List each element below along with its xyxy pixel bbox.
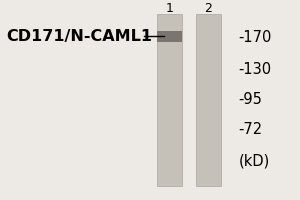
Bar xyxy=(157,14,182,186)
Bar xyxy=(157,31,182,42)
Text: 2: 2 xyxy=(205,2,212,16)
Text: -72: -72 xyxy=(238,121,262,136)
Text: -130: -130 xyxy=(238,62,272,76)
Text: -95: -95 xyxy=(238,92,262,108)
Text: -170: -170 xyxy=(238,29,272,45)
Text: CD171/N-CAML1: CD171/N-CAML1 xyxy=(6,29,152,44)
Text: 1: 1 xyxy=(166,2,173,16)
Bar xyxy=(196,14,221,186)
Text: (kD): (kD) xyxy=(238,154,270,168)
